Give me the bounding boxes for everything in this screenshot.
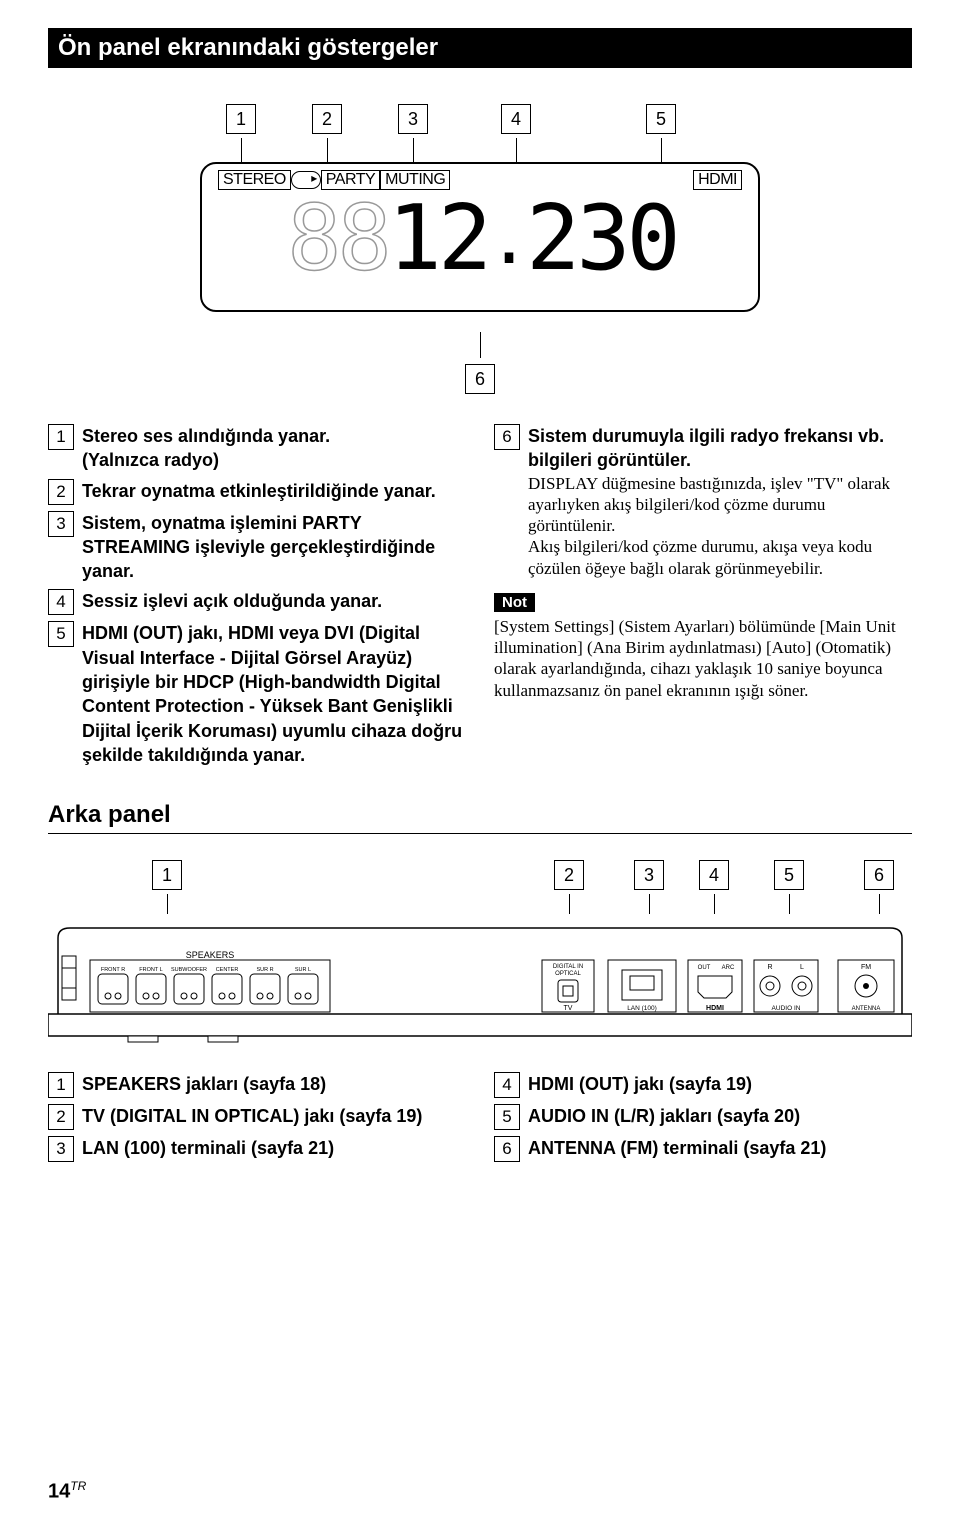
legend-num: 6 bbox=[494, 1136, 520, 1162]
digit: 2 bbox=[526, 194, 572, 284]
legend-text: HDMI (OUT) jakı (sayfa 19) bbox=[528, 1072, 752, 1098]
legend-text: Sistem, oynatma işlemini PARTY STREAMING… bbox=[82, 511, 466, 584]
legend-text: SPEAKERS jakları (sayfa 18) bbox=[82, 1072, 326, 1098]
rear-callout-4: 4 bbox=[699, 860, 729, 890]
callout-box-1: 1 bbox=[226, 104, 256, 134]
lcd-tag-hdmi: HDMI bbox=[693, 170, 742, 190]
legend-text: Sessiz işlevi açık olduğunda yanar. bbox=[82, 589, 382, 615]
legend-text: Tekrar oynatma etkinleştirildiğinde yana… bbox=[82, 479, 436, 505]
legend-subtext: (Yalnızca radyo) bbox=[82, 448, 330, 472]
svg-text:ARC: ARC bbox=[722, 965, 735, 971]
legend-num: 4 bbox=[494, 1072, 520, 1098]
legend-num: 2 bbox=[48, 1104, 74, 1130]
callout-box-3: 3 bbox=[398, 104, 428, 134]
callout-box-5: 5 bbox=[646, 104, 676, 134]
legend-text: LAN (100) terminali (sayfa 21) bbox=[82, 1136, 334, 1162]
svg-text:LAN (100): LAN (100) bbox=[627, 1005, 657, 1012]
digit: 3 bbox=[576, 194, 622, 284]
lcd-tag-stereo: STEREO bbox=[218, 170, 291, 190]
svg-text:FM: FM bbox=[861, 964, 871, 971]
svg-text:HDMI: HDMI bbox=[706, 1005, 724, 1012]
legend-num: 2 bbox=[48, 479, 74, 505]
digit-dot: . bbox=[488, 204, 522, 274]
svg-text:FRONT L: FRONT L bbox=[139, 967, 162, 973]
digit: 2 bbox=[438, 194, 484, 284]
rear-panel-diagram: SPEAKERS FRONT R FRONT L SUBWOOFER CENTER SU… bbox=[48, 916, 912, 1046]
svg-text:SUR R: SUR R bbox=[256, 967, 273, 973]
svg-text:DIGITAL IN: DIGITAL IN bbox=[553, 964, 583, 970]
section-heading-rear: Arka panel bbox=[48, 801, 912, 834]
legend-text: Sistem durumuyla ilgili radyo frekansı v… bbox=[528, 424, 912, 473]
rear-panel-legend: 1 SPEAKERS jakları (sayfa 18) 2 TV (DIGITA… bbox=[48, 1072, 912, 1168]
note-badge: Not bbox=[494, 593, 535, 612]
svg-text:AUDIO IN: AUDIO IN bbox=[772, 1005, 801, 1012]
svg-text:ANTENNA: ANTENNA bbox=[852, 1006, 881, 1012]
legend-num: 4 bbox=[48, 589, 74, 615]
rear-callout-row: 1 2 3 4 5 6 bbox=[48, 860, 912, 916]
legend-text: AUDIO IN (L/R) jakları (sayfa 20) bbox=[528, 1104, 800, 1130]
svg-text:L: L bbox=[800, 964, 804, 971]
svg-text:SUBWOOFER: SUBWOOFER bbox=[171, 967, 207, 973]
repeat-icon bbox=[291, 171, 321, 189]
svg-text:TV: TV bbox=[564, 1005, 573, 1012]
digit: 1 bbox=[388, 194, 434, 284]
svg-text:SUR L: SUR L bbox=[295, 967, 311, 973]
svg-text:OPTICAL: OPTICAL bbox=[555, 971, 581, 977]
note-text: [System Settings] (Sistem Ayarları) bölü… bbox=[494, 616, 912, 701]
front-panel-legend: 1 Stereo ses alındığında yanar. (Yalnızc… bbox=[48, 424, 912, 773]
legend-num: 5 bbox=[48, 621, 74, 647]
digit-dim: 8 bbox=[337, 194, 383, 284]
legend-subtext: DISPLAY düğmesine bastığınızda, işlev "T… bbox=[528, 473, 912, 579]
legend-num: 3 bbox=[48, 511, 74, 537]
callout-box-6: 6 bbox=[465, 364, 495, 394]
callout-box-4: 4 bbox=[501, 104, 531, 134]
digit: 0 bbox=[627, 194, 673, 284]
rear-callout-1: 1 bbox=[152, 860, 182, 890]
callout-box-2: 2 bbox=[312, 104, 342, 134]
seven-segment-display: 8 8 1 2 . 2 3 0 bbox=[212, 194, 748, 284]
page-number: 14TR bbox=[48, 1479, 86, 1504]
legend-num: 1 bbox=[48, 1072, 74, 1098]
section-title: Ön panel ekranındaki göstergeler bbox=[48, 28, 912, 68]
svg-text:FRONT R: FRONT R bbox=[101, 967, 125, 973]
legend-text: Stereo ses alındığında yanar. bbox=[82, 424, 330, 448]
legend-num: 1 bbox=[48, 424, 74, 450]
legend-text: HDMI (OUT) jakı, HDMI veya DVI (Digital … bbox=[82, 621, 466, 767]
digit-dim: 8 bbox=[287, 194, 333, 284]
svg-text:R: R bbox=[767, 964, 772, 971]
rear-callout-3: 3 bbox=[634, 860, 664, 890]
rear-callout-5: 5 bbox=[774, 860, 804, 890]
svg-text:CENTER: CENTER bbox=[216, 967, 239, 973]
front-panel-diagram: 1 2 3 4 5 STEREO bbox=[48, 104, 912, 418]
lcd-panel: STEREO PARTY MUTING HDMI 8 8 1 2 . 2 3 0 bbox=[200, 162, 760, 312]
legend-num: 5 bbox=[494, 1104, 520, 1130]
legend-text: TV (DIGITAL IN OPTICAL) jakı (sayfa 19) bbox=[82, 1104, 422, 1130]
svg-text:OUT: OUT bbox=[698, 965, 711, 971]
legend-text: ANTENNA (FM) terminali (sayfa 21) bbox=[528, 1136, 826, 1162]
legend-num: 3 bbox=[48, 1136, 74, 1162]
legend-num: 6 bbox=[494, 424, 520, 450]
label-speakers: SPEAKERS bbox=[186, 950, 235, 960]
rear-callout-6: 6 bbox=[864, 860, 894, 890]
rear-callout-2: 2 bbox=[554, 860, 584, 890]
